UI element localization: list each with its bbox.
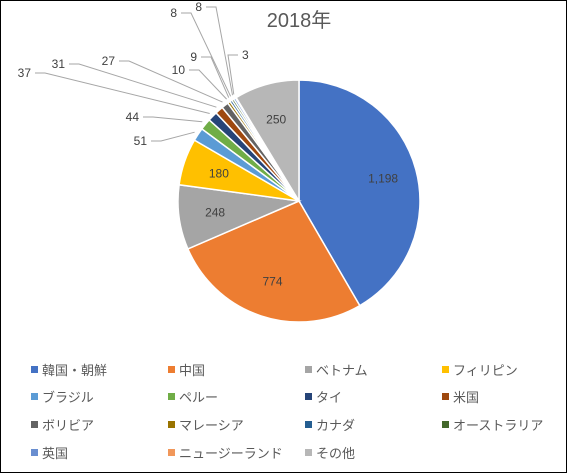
legend-label-10: マレーシア (179, 419, 244, 434)
slice-2-wedge (186, 200, 361, 323)
slice-14-leader-line (227, 54, 238, 95)
slice-9-leader-line (119, 60, 223, 103)
slice-6-leader-line (143, 116, 203, 123)
slice-12-leader-line (181, 12, 232, 97)
slice-12-data-label: 8 (170, 6, 177, 20)
legend-item-12: オーストラリア (442, 419, 543, 434)
legend-item-1: 韓国・朝鮮 (31, 364, 107, 379)
legend-item-3: ベトナム (305, 364, 368, 379)
legend-label-13: 英国 (42, 447, 68, 462)
legend-label-12: オーストラリア (453, 419, 543, 434)
legend-swatch-7 (305, 393, 312, 400)
slice-8-leader-line (69, 63, 217, 108)
slice-9-data-label: 27 (102, 54, 116, 68)
legend-swatch-1 (31, 366, 38, 373)
legend-label-4: フィリピン (453, 364, 518, 379)
slice-7-leader-line (35, 72, 210, 114)
legend-swatch-14 (168, 449, 175, 456)
slice-1-data-label: 1,198 (368, 171, 398, 185)
pie-slices (177, 79, 421, 323)
legend-label-9: ボリビア (42, 419, 94, 434)
legend-label-6: ペルー (179, 391, 218, 406)
legend-item-8: 米国 (442, 391, 479, 406)
slice-14-data-label: 3 (242, 48, 249, 62)
slice-13-data-label: 8 (195, 1, 202, 14)
legend-swatch-2 (168, 366, 175, 373)
legend-item-2: 中国 (168, 364, 205, 379)
legend-swatch-3 (305, 366, 312, 373)
slice-4-data-label: 180 (209, 167, 229, 181)
legend-swatch-8 (442, 393, 449, 400)
legend-item-15: その他 (305, 447, 355, 462)
legend-item-10: マレーシア (168, 419, 244, 434)
legend-item-11: カナダ (305, 419, 355, 434)
legend-label-15: その他 (316, 447, 355, 462)
slice-11-leader-line (201, 56, 230, 98)
legend-swatch-15 (305, 449, 312, 456)
slice-15-wedge (235, 79, 300, 204)
legend-label-3: ベトナム (316, 364, 368, 379)
legend-item-4: フィリピン (442, 364, 518, 379)
slice-5-data-label: 51 (134, 134, 148, 148)
legend-item-7: タイ (305, 391, 342, 406)
legend-item-14: ニュージーランド (168, 447, 283, 462)
legend-swatch-5 (31, 393, 38, 400)
legend-label-14: ニュージーランド (179, 447, 283, 462)
legend-label-2: 中国 (179, 364, 205, 379)
slice-10-data-label: 10 (172, 63, 186, 77)
chart-title: 2018年 (267, 9, 332, 32)
legend-swatch-11 (305, 421, 312, 428)
slice-6-data-label: 44 (126, 110, 140, 124)
legend-label-1: 韓国・朝鮮 (42, 364, 107, 379)
slice-13-leader-line (206, 6, 233, 96)
slice-7-data-label: 37 (18, 66, 32, 80)
legend-swatch-4 (442, 366, 449, 373)
legend-swatch-13 (31, 449, 38, 456)
slice-8-data-label: 31 (52, 57, 66, 71)
legend-swatch-12 (442, 421, 449, 428)
slice-3-data-label: 248 (205, 206, 225, 220)
leader-lines (35, 6, 238, 142)
legend-item-9: ボリビア (31, 419, 94, 434)
legend-label-5: ブラジル (42, 390, 94, 406)
slice-11-data-label: 9 (190, 50, 197, 64)
slice-10-leader-line (189, 69, 227, 100)
slice-15-data-label: 250 (266, 112, 286, 126)
slice-2-data-label: 774 (262, 274, 282, 288)
legend-item-5: ブラジル (31, 390, 94, 406)
legend-swatch-10 (168, 421, 175, 428)
slice-5-leader-line (151, 131, 195, 142)
legend-label-8: 米国 (453, 391, 479, 406)
data-labels: 1,198 774 248 180 51 44 37 31 27 10 9 8 8 3 250 (18, 1, 399, 288)
legend-item-13: 英国 (31, 447, 68, 462)
legend-label-11: カナダ (316, 419, 355, 434)
legend-swatch-9 (31, 421, 38, 428)
slice-1-wedge (298, 79, 421, 307)
legend-swatch-6 (168, 393, 175, 400)
legend-item-6: ペルー (168, 391, 218, 406)
legend-label-7: タイ (316, 391, 342, 406)
